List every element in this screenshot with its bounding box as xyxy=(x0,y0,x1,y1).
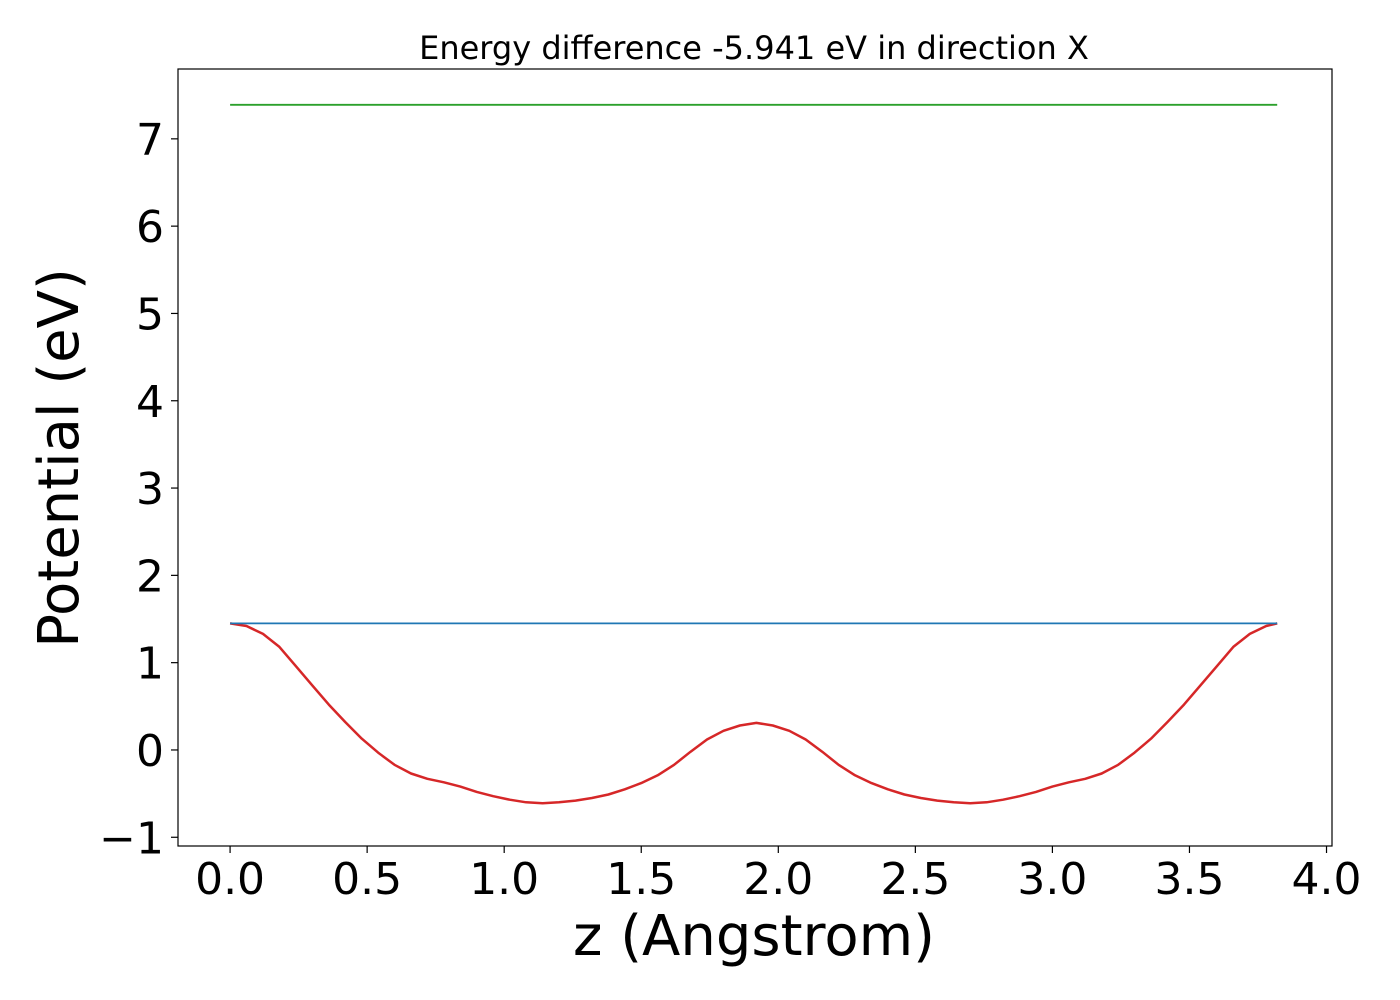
y-tick-label: 3 xyxy=(136,464,164,515)
y-tick-label: 7 xyxy=(136,115,164,166)
y-tick-label: −1 xyxy=(99,813,164,864)
x-tick-label: 3.5 xyxy=(1154,854,1224,905)
plot-area xyxy=(177,68,1333,847)
x-tick-label: 2.5 xyxy=(880,854,950,905)
axes-frame xyxy=(177,68,1333,847)
x-tick-label: 2.0 xyxy=(743,854,813,905)
y-axis-ticks: −1 0 1 2 3 4 5 6 7 xyxy=(99,115,178,864)
x-tick-label: 4.0 xyxy=(1292,854,1362,905)
y-tick-label: 6 xyxy=(136,202,164,253)
y-tick-label: 0 xyxy=(136,726,164,777)
x-tick-label: 0.5 xyxy=(332,854,402,905)
y-tick-label: 5 xyxy=(136,289,164,340)
x-tick-label: 3.0 xyxy=(1017,854,1087,905)
x-tick-label: 0.0 xyxy=(195,854,265,905)
y-axis-label: Potential (eV) xyxy=(27,268,92,648)
y-tick-label: 1 xyxy=(136,639,164,690)
x-tick-label: 1.0 xyxy=(469,854,539,905)
x-axis-label: z (Angstrom) xyxy=(573,904,935,969)
chart-title: Energy difference -5.941 eV in direction… xyxy=(419,29,1089,67)
series-line-0 xyxy=(229,622,1278,805)
y-tick-label: 2 xyxy=(136,551,164,602)
x-axis-ticks: 0.0 0.5 1.0 1.5 2.0 2.5 3.0 3.5 4.0 xyxy=(195,846,1362,905)
x-tick-label: 1.5 xyxy=(606,854,676,905)
series-layer xyxy=(229,103,1278,805)
y-tick-label: 4 xyxy=(136,377,164,428)
